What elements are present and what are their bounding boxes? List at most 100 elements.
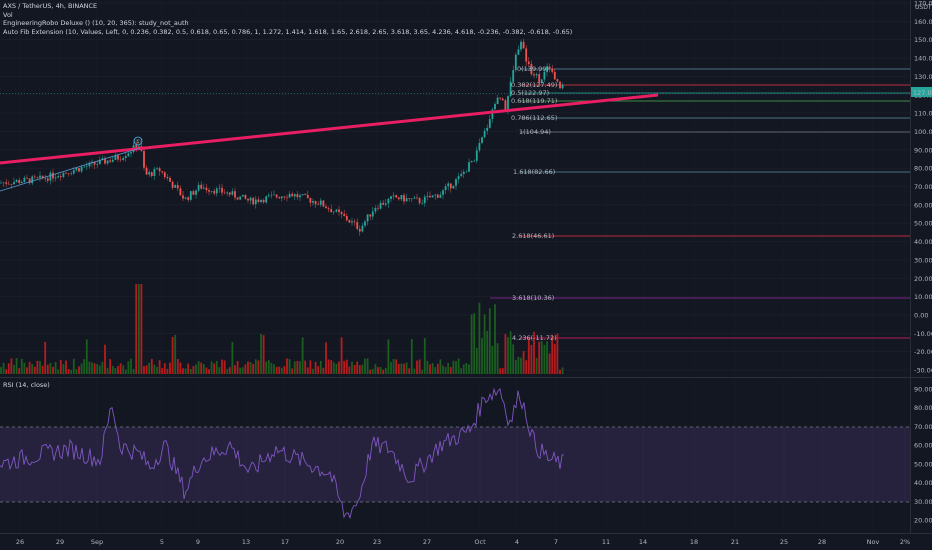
volume-bar	[145, 365, 148, 374]
volume-bar	[44, 341, 47, 374]
candle-body	[405, 198, 408, 202]
volume-bar	[351, 361, 353, 374]
thin-trendline[interactable]	[0, 147, 141, 192]
volume-bar	[244, 364, 247, 374]
time-axis[interactable]: 26 29 Sep 5 9 13 17 20 23 27 Oct 4 7 11 14 18 21 25 28 Nov 2…	[16, 538, 910, 546]
volume-bar	[83, 359, 86, 374]
candle-body	[345, 215, 348, 221]
volume-bar	[218, 367, 221, 374]
volume-bar	[36, 360, 39, 374]
candle-body	[174, 185, 177, 188]
candle-body	[358, 228, 361, 232]
fib-level-label: 1(104.94)	[519, 128, 551, 136]
candle-body	[59, 176, 62, 177]
indicator-robo-legend[interactable]: EngineeringRobo Deluxe () (10, 20, 365):…	[3, 19, 189, 27]
volume-bar	[156, 367, 158, 374]
candle-body	[457, 176, 460, 180]
volume-bar	[371, 368, 374, 374]
volume-bar	[358, 365, 361, 374]
candle-body	[13, 181, 15, 185]
price-tick-label: 170.00	[914, 0, 932, 8]
volume-bar	[171, 336, 174, 374]
price-tick-label: 150.00	[914, 36, 932, 44]
candle-body	[85, 166, 88, 167]
time-tick-label: Nov	[867, 538, 880, 546]
rsi-line	[0, 387, 565, 520]
price-tick-label: 110.00	[914, 110, 932, 118]
volume-bar	[96, 363, 99, 374]
candle-body	[293, 194, 296, 197]
symbol-title[interactable]: AXS / TetherUS, 4h, BINANCE	[3, 2, 98, 10]
candle-body	[366, 214, 369, 222]
volume-bar	[325, 342, 327, 374]
time-tick-label: 27	[423, 538, 431, 546]
volume-bar	[395, 359, 398, 374]
volume-bar	[496, 343, 499, 374]
price-axis-unit: USDT	[915, 4, 932, 11]
volume-bar	[153, 364, 156, 374]
volume-bar	[176, 359, 179, 374]
rsi-axis[interactable]: 90.00 80.00 70.00 60.00 50.00 40.00 30.00 20.00	[914, 386, 932, 525]
volume-bar	[377, 367, 379, 374]
time-tick-label: 2%	[900, 538, 910, 546]
time-tick-label: 18	[690, 538, 698, 546]
volume-bar	[278, 366, 281, 374]
volume-bar	[78, 366, 80, 374]
volume-bar	[364, 358, 366, 374]
time-tick-label: 28	[818, 538, 826, 546]
time-tick-label: 20	[336, 538, 344, 546]
candle-body	[403, 195, 405, 202]
candle-body	[267, 195, 270, 197]
candle-body	[197, 184, 200, 191]
candle-body	[200, 184, 203, 189]
candle-body	[33, 176, 36, 178]
candle-body	[382, 202, 385, 205]
candle-body	[348, 220, 351, 223]
trendline[interactable]	[0, 93, 659, 165]
volume-bar	[465, 363, 468, 374]
candle-body	[410, 198, 413, 200]
candle-body	[351, 221, 353, 223]
volume-bar	[343, 360, 346, 374]
candle-body	[179, 188, 182, 196]
volume-bar	[210, 361, 213, 374]
candle-body	[158, 168, 161, 172]
candle-body	[499, 97, 502, 99]
candle-body	[309, 198, 312, 203]
volume-bars	[0, 284, 564, 374]
candle-body	[124, 156, 127, 158]
volume-bar	[182, 368, 184, 374]
volume-legend[interactable]: Vol	[3, 10, 13, 19]
time-tick-label: 11	[602, 538, 610, 546]
volume-bar	[75, 369, 78, 374]
volume-bar	[390, 361, 392, 374]
volume-bar	[46, 364, 49, 374]
candle-body	[426, 195, 429, 197]
volume-bar	[223, 360, 226, 374]
volume-bar	[135, 284, 138, 374]
volume-bar	[31, 364, 34, 374]
volume-bar	[403, 363, 405, 374]
volume-bar	[283, 366, 286, 374]
price-tick-label: 10.00	[914, 293, 932, 301]
volume-bar	[291, 368, 294, 374]
candle-body	[119, 159, 122, 161]
volume-bar	[174, 334, 177, 374]
volume-bar	[187, 363, 190, 374]
volume-bar	[392, 359, 395, 374]
candle-body	[312, 201, 314, 203]
candle-body	[291, 193, 294, 197]
volume-bar	[481, 338, 483, 374]
volume-bar	[67, 368, 70, 374]
indicator-fib-legend[interactable]: Auto Fib Extension (10, Values, Left, 0,…	[3, 27, 573, 36]
volume-bar	[449, 367, 452, 374]
price-tick-label: 60.00	[914, 201, 932, 209]
candle-body	[26, 177, 28, 179]
volume-bar	[410, 339, 413, 374]
volume-bar	[228, 367, 231, 374]
rsi-legend[interactable]: RSI (14, close)	[3, 381, 50, 389]
candle-body	[361, 225, 364, 232]
candle-body	[343, 213, 346, 216]
candle-body	[28, 178, 31, 184]
